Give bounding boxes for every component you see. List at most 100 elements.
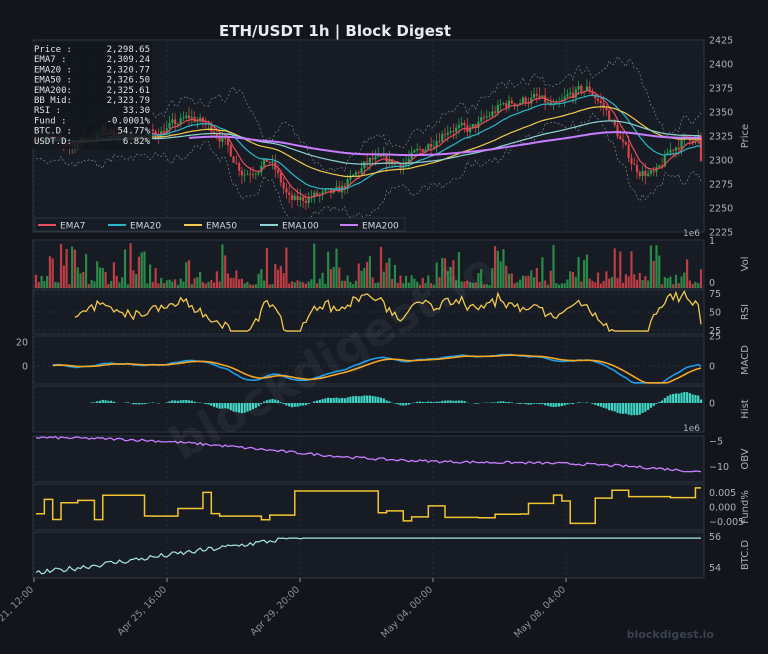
hist-bar [550, 403, 552, 407]
volume-bar [505, 266, 507, 288]
fund-tick-label: 0.005 [709, 488, 736, 499]
btcd-tick-label: 56 [709, 532, 721, 543]
candle-body [280, 173, 282, 183]
hist-bar [525, 403, 527, 404]
hist-bar [603, 403, 605, 408]
candle-body [536, 94, 538, 96]
legend-label-ema20: EMA20 [130, 222, 161, 232]
ylabel-macd: MACD [740, 345, 751, 375]
obv-tick-label: −5 [709, 437, 723, 448]
hist-bar [380, 398, 382, 403]
candle-body [168, 123, 170, 128]
volume-bar [232, 278, 234, 288]
hist-bar [188, 400, 190, 403]
hist-bar [399, 403, 401, 405]
volume-bar [552, 245, 554, 288]
hist-bar [335, 398, 337, 403]
candle-body [525, 98, 527, 103]
hist-bar [438, 402, 440, 403]
hist-bar [500, 401, 502, 403]
hist-bar [591, 403, 593, 404]
volume-bar [589, 279, 591, 288]
hist-bar [157, 403, 159, 404]
hist-bar [316, 401, 318, 403]
volume-bar [60, 244, 62, 288]
hist-bar [347, 397, 349, 403]
hist-bar [477, 403, 479, 404]
hist-bar [91, 402, 93, 403]
hist-bar [171, 400, 173, 403]
hist-bar [608, 403, 610, 410]
hist-bar [366, 396, 368, 403]
hist-bar [422, 402, 424, 403]
volume-bar [93, 281, 95, 288]
volume-bar [118, 282, 120, 288]
hist-bar [191, 401, 193, 403]
hist-bar [475, 403, 477, 404]
volume-bar [324, 284, 326, 288]
volume-bar [321, 273, 323, 288]
macd-right-tick-label: 0 [709, 362, 715, 373]
hist-bar [561, 403, 563, 406]
hist-bar [416, 402, 418, 403]
volume-bar [116, 276, 118, 288]
volume-bar [149, 265, 151, 288]
volume-bar [238, 279, 240, 288]
volume-bar [188, 260, 190, 288]
candle-body [500, 104, 502, 105]
hist-bar [313, 401, 315, 403]
volume-bar [344, 281, 346, 288]
volume-bar [102, 268, 104, 288]
info-label: RSI : [34, 106, 61, 116]
hist-bar [447, 400, 449, 403]
hist-bar [96, 401, 98, 403]
hist-bar [394, 403, 396, 404]
hist-bar [544, 403, 546, 405]
hist-bar [308, 403, 310, 404]
candle-body [221, 138, 223, 142]
hist-bar [461, 401, 463, 403]
hist-bar [653, 403, 655, 406]
candle-body [449, 131, 451, 132]
volume-bar [168, 280, 170, 288]
volume-bar [141, 252, 143, 288]
volume-bar [536, 268, 538, 288]
hist-bar [143, 403, 145, 404]
hist-bar [385, 400, 387, 403]
volume-bar [294, 282, 296, 288]
hist-bar [547, 403, 549, 406]
hist-bar [552, 403, 554, 407]
hist-bar [650, 403, 652, 408]
volume-bar [319, 279, 321, 288]
hist-bar [700, 399, 702, 403]
hist-bar [388, 401, 390, 403]
hist-bar [558, 403, 560, 407]
ylabel-fund: Fund% [740, 490, 751, 524]
price-tick-label: 2275 [709, 180, 733, 191]
volume-bar [182, 282, 184, 288]
hist-bar [452, 401, 454, 403]
price-tick-label: 2250 [709, 204, 733, 215]
hist-bar [555, 403, 557, 407]
candle-body [288, 193, 290, 195]
hist-bar [661, 401, 663, 403]
hist-bar [527, 403, 529, 405]
volume-bar [113, 262, 115, 288]
volume-bar [616, 278, 618, 288]
volume-bar [160, 278, 162, 288]
candle-body [447, 132, 449, 134]
candle-body [633, 164, 635, 165]
volume-bar [288, 284, 290, 288]
hist-bar [146, 403, 148, 404]
hist-bar [352, 396, 354, 403]
volume-bar [349, 282, 351, 288]
hist-bar [104, 400, 106, 403]
candle-body [269, 162, 271, 163]
candle-body [672, 150, 674, 151]
hist-bar [636, 403, 638, 415]
volume-bar [127, 284, 129, 288]
candle-body [647, 174, 649, 176]
hist-bar [344, 398, 346, 403]
